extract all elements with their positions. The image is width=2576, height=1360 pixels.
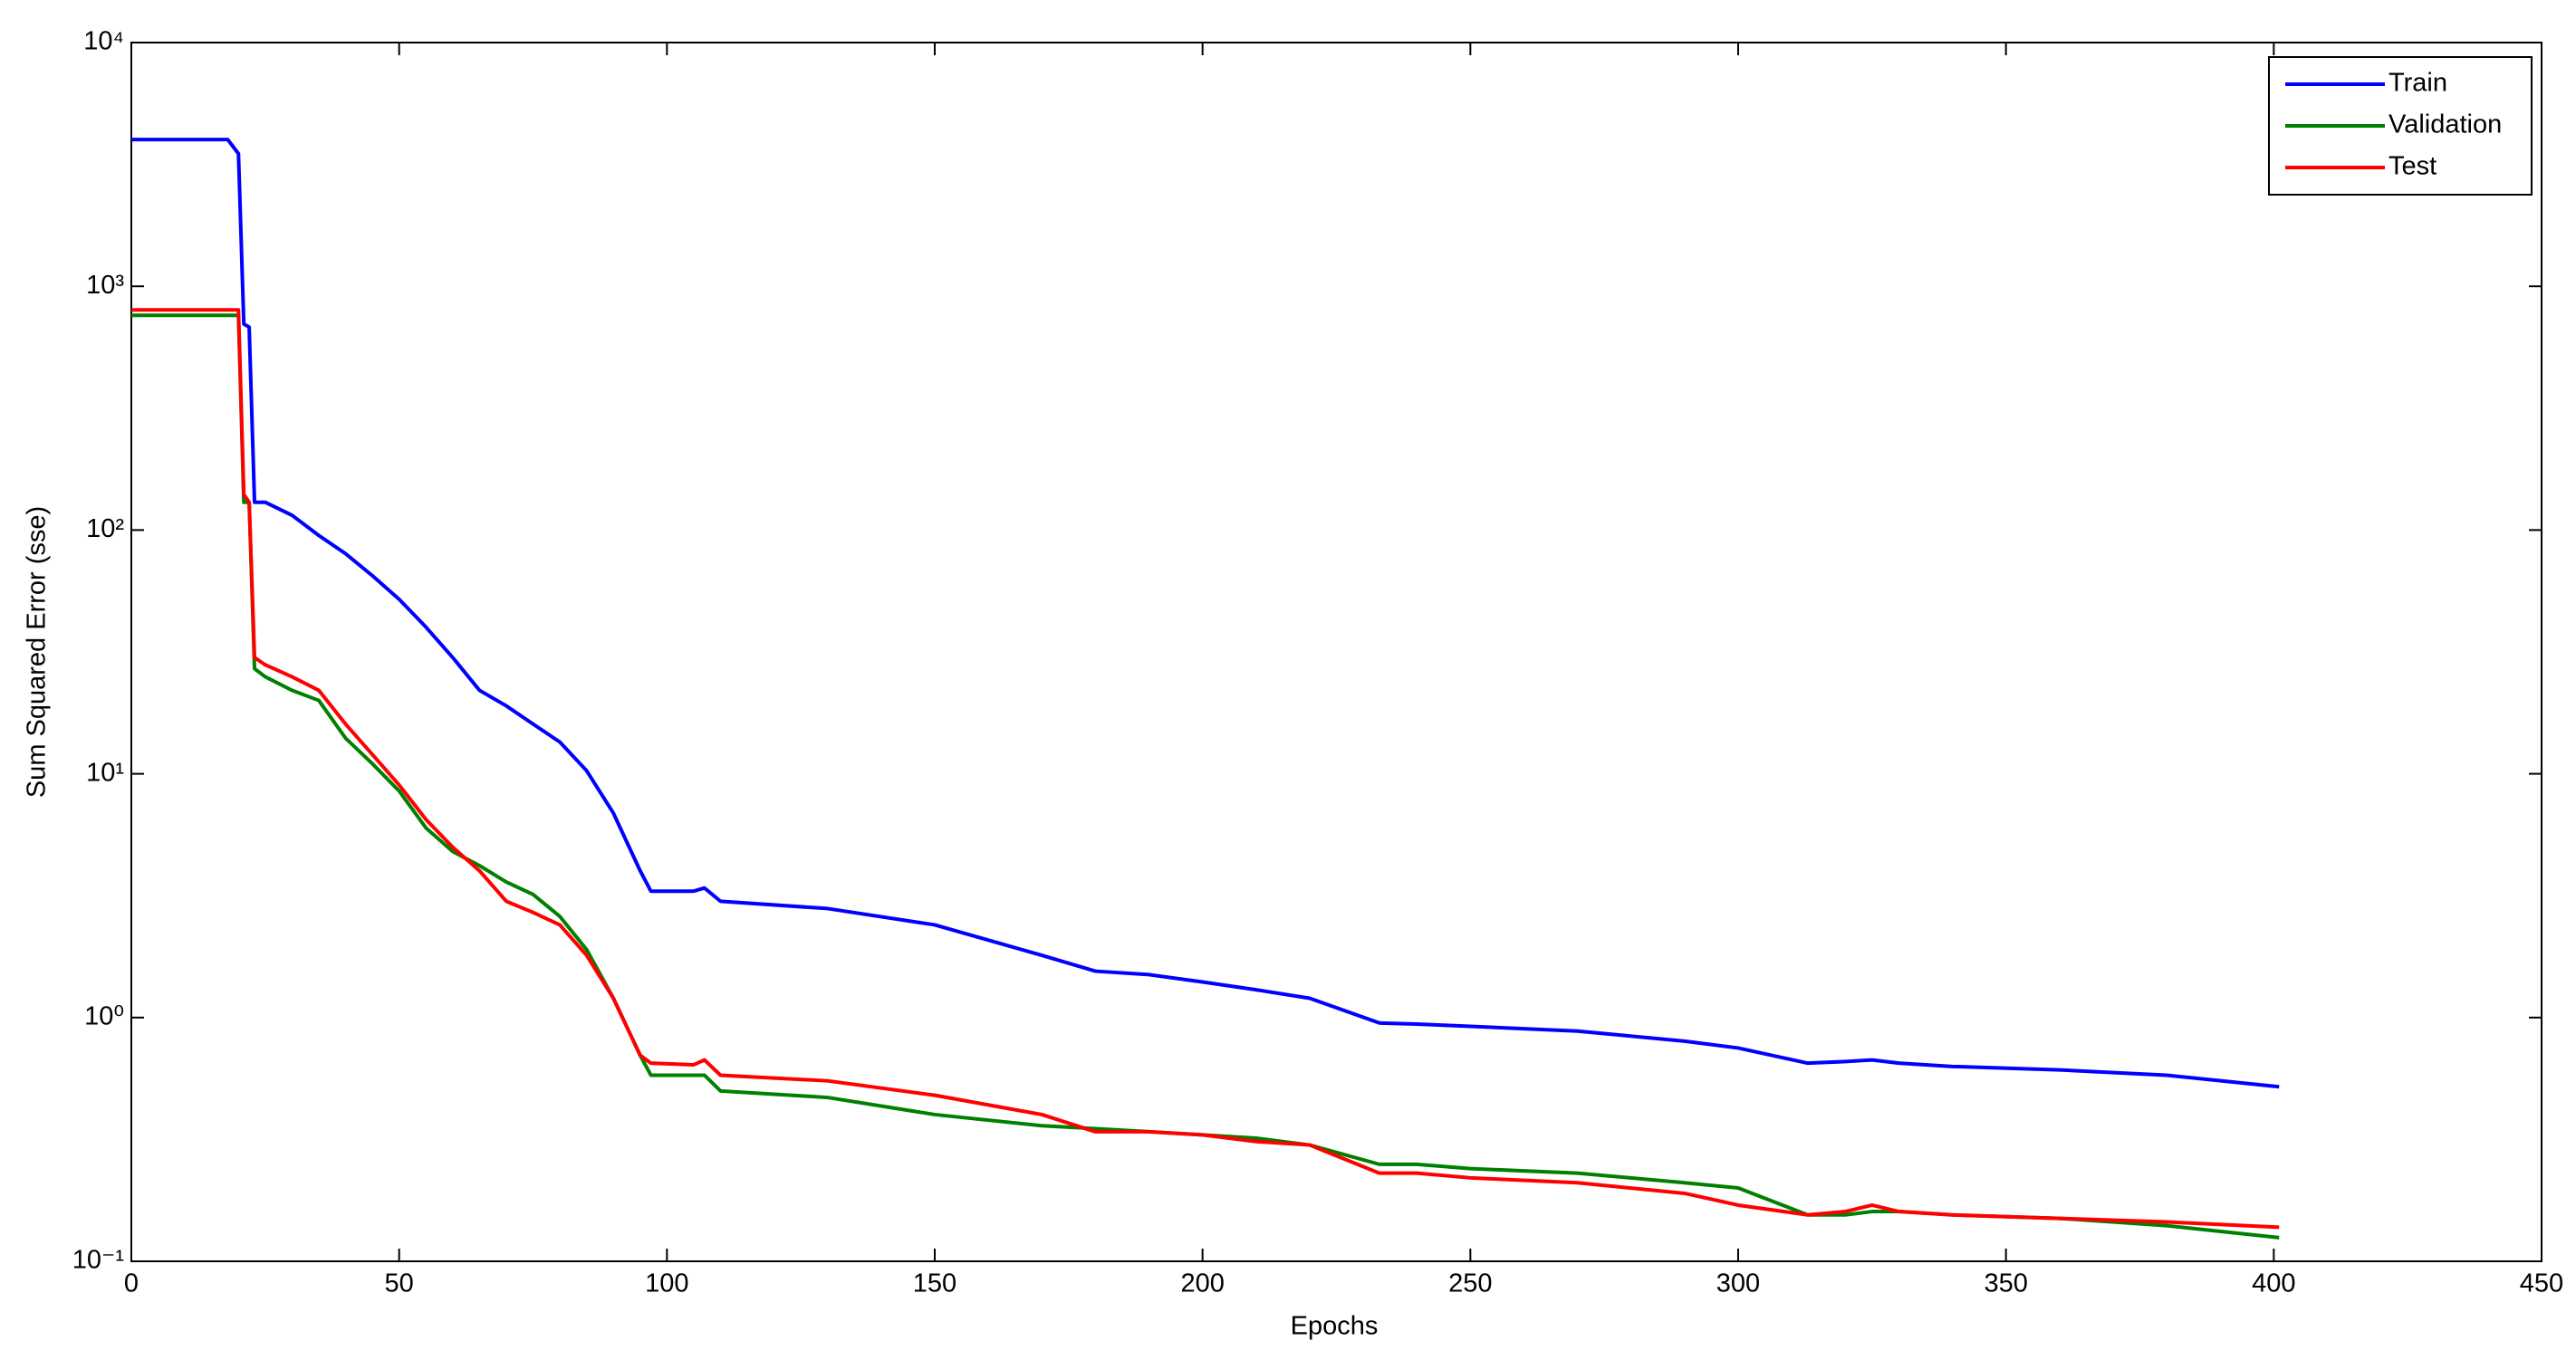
- x-tick-label: 450: [2520, 1269, 2563, 1298]
- x-tick-label: 400: [2252, 1269, 2295, 1298]
- x-axis-label: Epochs: [1291, 1312, 1379, 1341]
- y-tick-label: 10²: [86, 514, 124, 543]
- x-tick-label: 100: [645, 1269, 688, 1298]
- x-tick-label: 300: [1716, 1269, 1760, 1298]
- series-line: [131, 313, 2280, 1240]
- series-line: [131, 138, 2280, 1089]
- x-tick-label: 350: [1984, 1269, 2027, 1298]
- series-line: [131, 308, 2280, 1230]
- y-tick-label: 10³: [86, 271, 124, 300]
- y-tick-label: 10⁰: [84, 1001, 124, 1030]
- y-tick-label: 10⁻¹: [72, 1246, 125, 1275]
- x-tick-label: 150: [913, 1269, 956, 1298]
- legend-label: Test: [2389, 152, 2437, 181]
- x-tick-label: 50: [385, 1269, 414, 1298]
- legend-label: Train: [2389, 69, 2447, 98]
- y-tick-label: 10⁴: [83, 27, 124, 56]
- x-tick-label: 250: [1448, 1269, 1492, 1298]
- y-axis-label: Sum Squared Error (sse): [23, 506, 52, 798]
- x-tick-label: 200: [1180, 1269, 1224, 1298]
- plot-area: [130, 42, 2542, 1262]
- legend-label: Validation: [2389, 110, 2502, 139]
- x-tick-label: 0: [124, 1269, 139, 1298]
- y-tick-label: 10¹: [86, 758, 124, 787]
